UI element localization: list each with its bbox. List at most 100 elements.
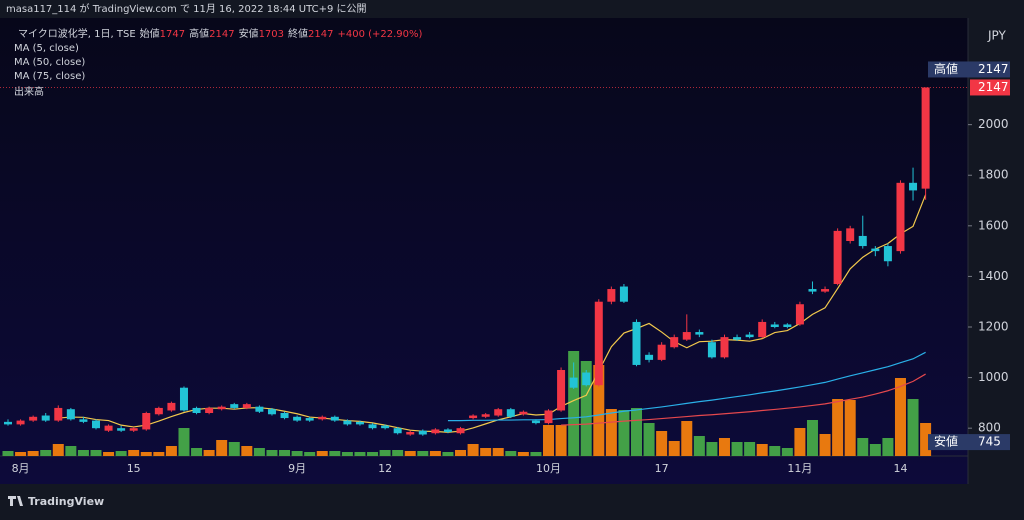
candle-body: [770, 324, 779, 327]
ma-line: [58, 194, 927, 433]
candle-body: [909, 182, 918, 191]
volume-bar: [115, 451, 127, 456]
candle-body: [695, 332, 704, 335]
volume-bar: [442, 452, 454, 456]
y-tick-label: 800: [978, 421, 1001, 435]
candle-body: [921, 87, 930, 189]
volume-bar: [718, 438, 730, 456]
marker-box: [928, 434, 1010, 451]
candle-body: [167, 402, 176, 411]
x-tick-label: 12: [378, 462, 392, 475]
volume-bar: [228, 442, 240, 456]
volume-bar: [668, 441, 680, 456]
candle-body: [544, 410, 553, 424]
candle-body: [129, 428, 138, 431]
volume-bar: [618, 410, 630, 456]
candle-body: [179, 387, 188, 411]
candle-body: [657, 344, 666, 360]
y-tick-label: 1600: [978, 218, 1009, 232]
candle-body: [54, 407, 63, 421]
volume-bar: [216, 440, 228, 456]
candle-body: [632, 321, 641, 365]
marker-value: 2147: [978, 62, 1009, 76]
volume-bar: [844, 400, 856, 456]
x-tick-label: 10月: [536, 462, 561, 475]
candle-body: [846, 228, 855, 241]
volume-bar: [467, 444, 479, 456]
volume-bar: [568, 351, 580, 456]
candle-body: [117, 428, 126, 431]
ma-legend: MA (75, close): [14, 71, 85, 82]
candle-body: [355, 421, 364, 425]
candle-body: [645, 354, 654, 360]
candle-body: [758, 321, 767, 338]
legend-item: +400 (+22.90%): [337, 29, 422, 40]
volume-bar: [480, 448, 492, 456]
candle-body: [506, 409, 515, 417]
candle-body: [230, 404, 239, 408]
volume-bar: [492, 448, 504, 456]
candle-body: [192, 407, 201, 413]
candle-body: [795, 304, 804, 325]
legend-item: 2147: [308, 29, 333, 40]
x-tick-label: 15: [127, 462, 141, 475]
volume-bar: [781, 448, 793, 456]
volume-bar: [530, 452, 542, 456]
volume-bar: [455, 450, 467, 456]
candle-body: [733, 337, 742, 340]
volume-bar: [140, 452, 152, 456]
candle-body: [66, 409, 75, 420]
marker-name: 高値: [934, 61, 958, 76]
volume-bar: [291, 451, 303, 456]
candle-body: [104, 425, 113, 431]
volume-bar: [379, 450, 391, 456]
candle-body: [469, 415, 478, 419]
volume-bar: [367, 452, 379, 456]
volume-bar: [329, 451, 341, 456]
candle-body: [255, 406, 264, 412]
volume-bar: [354, 452, 366, 456]
volume-bar: [605, 409, 617, 456]
legend-item: マイクロ波化学, 1日, TSE: [18, 27, 136, 40]
volume-bar: [27, 451, 39, 456]
y-tick-label: 1800: [978, 168, 1009, 182]
volume-bar: [65, 446, 77, 456]
candle-body: [481, 414, 490, 417]
volume-bar: [907, 399, 919, 456]
volume-bar: [341, 452, 353, 456]
legend-item: 高値: [189, 27, 209, 40]
candle-body: [883, 246, 892, 262]
volume-bar: [517, 452, 529, 456]
candle-body: [494, 409, 503, 416]
volume-bar: [593, 365, 605, 456]
footer-bar: [0, 484, 1024, 516]
candle-body: [154, 407, 163, 415]
volume-bar: [555, 425, 567, 456]
legend-item: 安値: [239, 27, 259, 40]
marker-value: 745: [978, 435, 1001, 449]
footer: TradingView: [28, 495, 104, 508]
candle-body: [381, 425, 390, 429]
y-tick-label: 1000: [978, 370, 1009, 384]
candle-body: [531, 420, 540, 424]
candle-body: [29, 416, 38, 421]
volume-bar: [643, 423, 655, 456]
candle-body: [594, 301, 603, 386]
candle-body: [707, 342, 716, 358]
candle-body: [519, 411, 528, 415]
last-price-box: [970, 79, 1010, 96]
y-tick-label: 2000: [978, 117, 1009, 131]
candle-body: [607, 289, 616, 302]
volume-bar: [794, 428, 806, 456]
candle-body: [619, 286, 628, 302]
volume-bar: [857, 438, 869, 456]
volume-bar: [819, 434, 831, 456]
volume-bar: [756, 444, 768, 456]
x-tick-label: 11月: [787, 462, 812, 475]
volume-bar: [304, 452, 316, 456]
legend-item: 1703: [259, 29, 284, 40]
candle-body: [217, 406, 226, 410]
candle-body: [582, 372, 591, 386]
legend-item: 1747: [160, 29, 185, 40]
